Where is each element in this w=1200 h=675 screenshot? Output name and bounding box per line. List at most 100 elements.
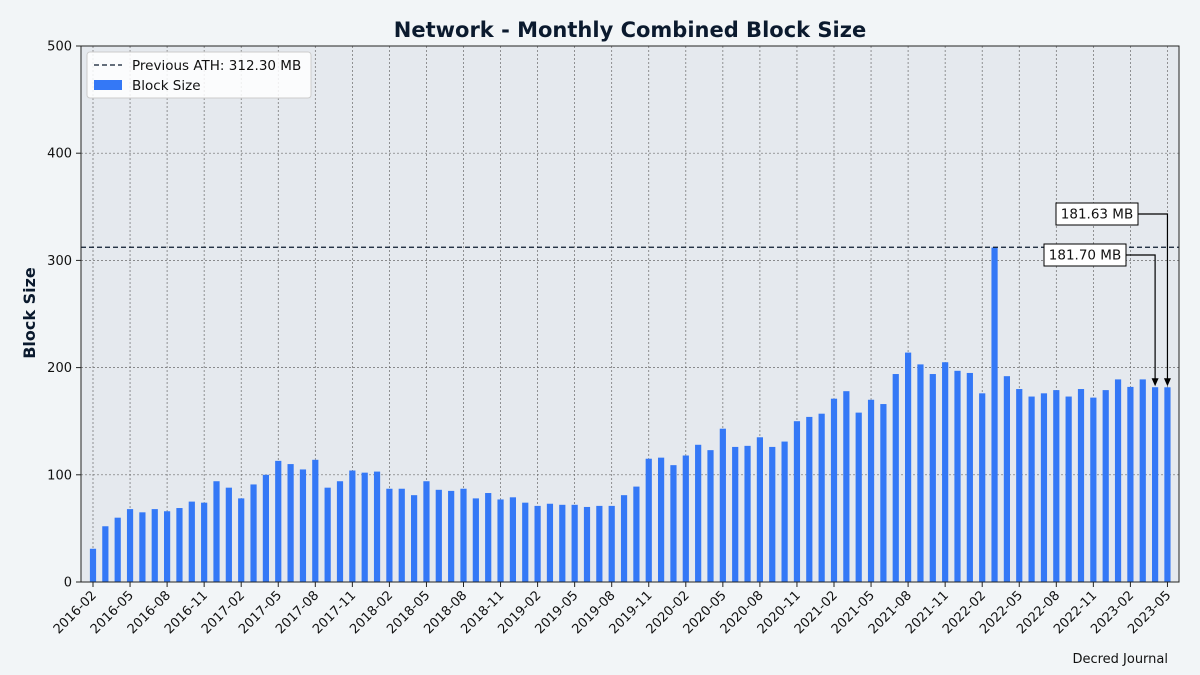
annotation-arrow-line: [1138, 213, 1169, 384]
bar: [732, 446, 739, 582]
bar: [917, 364, 924, 582]
bar: [1102, 390, 1109, 582]
bar: [966, 372, 973, 582]
bar: [806, 416, 813, 582]
bar: [349, 470, 356, 582]
bar: [1127, 386, 1134, 582]
y-axis-ticks: 0 100 200 300 400 500: [47, 40, 81, 591]
bar: [460, 488, 467, 582]
bar: [102, 526, 109, 582]
bar: [188, 501, 195, 582]
y-tick-label: 300: [47, 254, 72, 269]
bar: [818, 413, 825, 582]
bar: [176, 508, 183, 582]
credit-text: Decred Journal: [1072, 652, 1168, 667]
annotation: 181.63 MB: [1055, 202, 1171, 387]
annotation-arrow-line: [1126, 254, 1156, 384]
annotation-arrow-head: [1151, 378, 1159, 387]
bar: [583, 506, 591, 582]
bar: [905, 352, 912, 582]
bar: [398, 488, 405, 582]
legend-label-block-size: Block Size: [132, 78, 201, 94]
bar: [1152, 387, 1159, 582]
bar: [843, 391, 850, 582]
bar: [485, 493, 492, 582]
bar: [1139, 379, 1146, 582]
bar: [1028, 396, 1035, 582]
bar: [1114, 379, 1122, 582]
bar: [620, 495, 628, 582]
bar: [793, 421, 801, 582]
bar: [250, 484, 257, 582]
annotation: 181.70 MB: [1043, 243, 1159, 387]
bar: [139, 512, 146, 582]
bar-series: [89, 247, 1171, 582]
y-tick-label: 100: [47, 468, 72, 483]
bar: [238, 498, 245, 582]
bar: [830, 398, 838, 582]
plot-area: [81, 46, 1179, 582]
y-tick-label: 0: [64, 576, 72, 591]
bar: [324, 487, 331, 582]
bar: [89, 548, 97, 582]
bar: [756, 437, 763, 582]
bar: [559, 504, 566, 582]
bar: [435, 489, 442, 582]
bar: [361, 472, 368, 582]
bar: [201, 502, 208, 582]
legend: Previous ATH: 312.30 MB Block Size: [86, 51, 312, 99]
y-axis-label: Block Size: [20, 267, 39, 359]
bar: [546, 503, 554, 582]
bar: [855, 412, 862, 582]
bar: [1053, 390, 1060, 582]
bar: [411, 495, 418, 582]
bar: [275, 460, 282, 582]
bar: [386, 488, 393, 582]
bar: [608, 505, 615, 582]
bar: [769, 446, 776, 582]
y-tick-label: 400: [47, 147, 72, 162]
bar: [670, 465, 677, 582]
bar: [287, 464, 294, 582]
bar: [164, 511, 171, 582]
bar: [213, 481, 220, 582]
bar: [744, 445, 751, 582]
bar: [942, 362, 949, 582]
annotation-label: 181.70 MB: [1049, 248, 1121, 264]
legend-box: [86, 51, 312, 99]
bar: [571, 504, 578, 582]
legend-label-ath: Previous ATH: 312.30 MB: [132, 58, 301, 74]
bar: [682, 455, 689, 582]
chart-title: Network - Monthly Combined Block Size: [394, 18, 866, 42]
bar: [509, 497, 516, 582]
bar: [336, 481, 344, 582]
annotation-box: [1055, 202, 1139, 226]
annotation-label: 181.63 MB: [1061, 207, 1133, 223]
bar: [299, 469, 307, 582]
bar: [114, 517, 121, 582]
bar: [1065, 396, 1072, 582]
bar: [781, 441, 788, 582]
bar: [448, 490, 455, 582]
bar: [695, 444, 702, 582]
bar: [1040, 393, 1048, 582]
bar: [1003, 376, 1010, 582]
bar: [633, 486, 640, 582]
bar: [979, 393, 986, 582]
bar: [151, 509, 158, 582]
bar: [262, 474, 269, 582]
bar: [1016, 389, 1023, 582]
bar: [596, 505, 603, 582]
bar: [954, 370, 961, 582]
bar: [658, 457, 665, 582]
bar: [867, 399, 875, 582]
bar: [1164, 387, 1171, 582]
annotations: 181.70 MB 181.63 MB: [1043, 202, 1171, 387]
bar: [312, 459, 319, 582]
bar: [423, 481, 430, 582]
bar: [534, 505, 541, 582]
bar: [1090, 397, 1097, 582]
bar: [880, 404, 887, 582]
bar: [497, 499, 504, 582]
